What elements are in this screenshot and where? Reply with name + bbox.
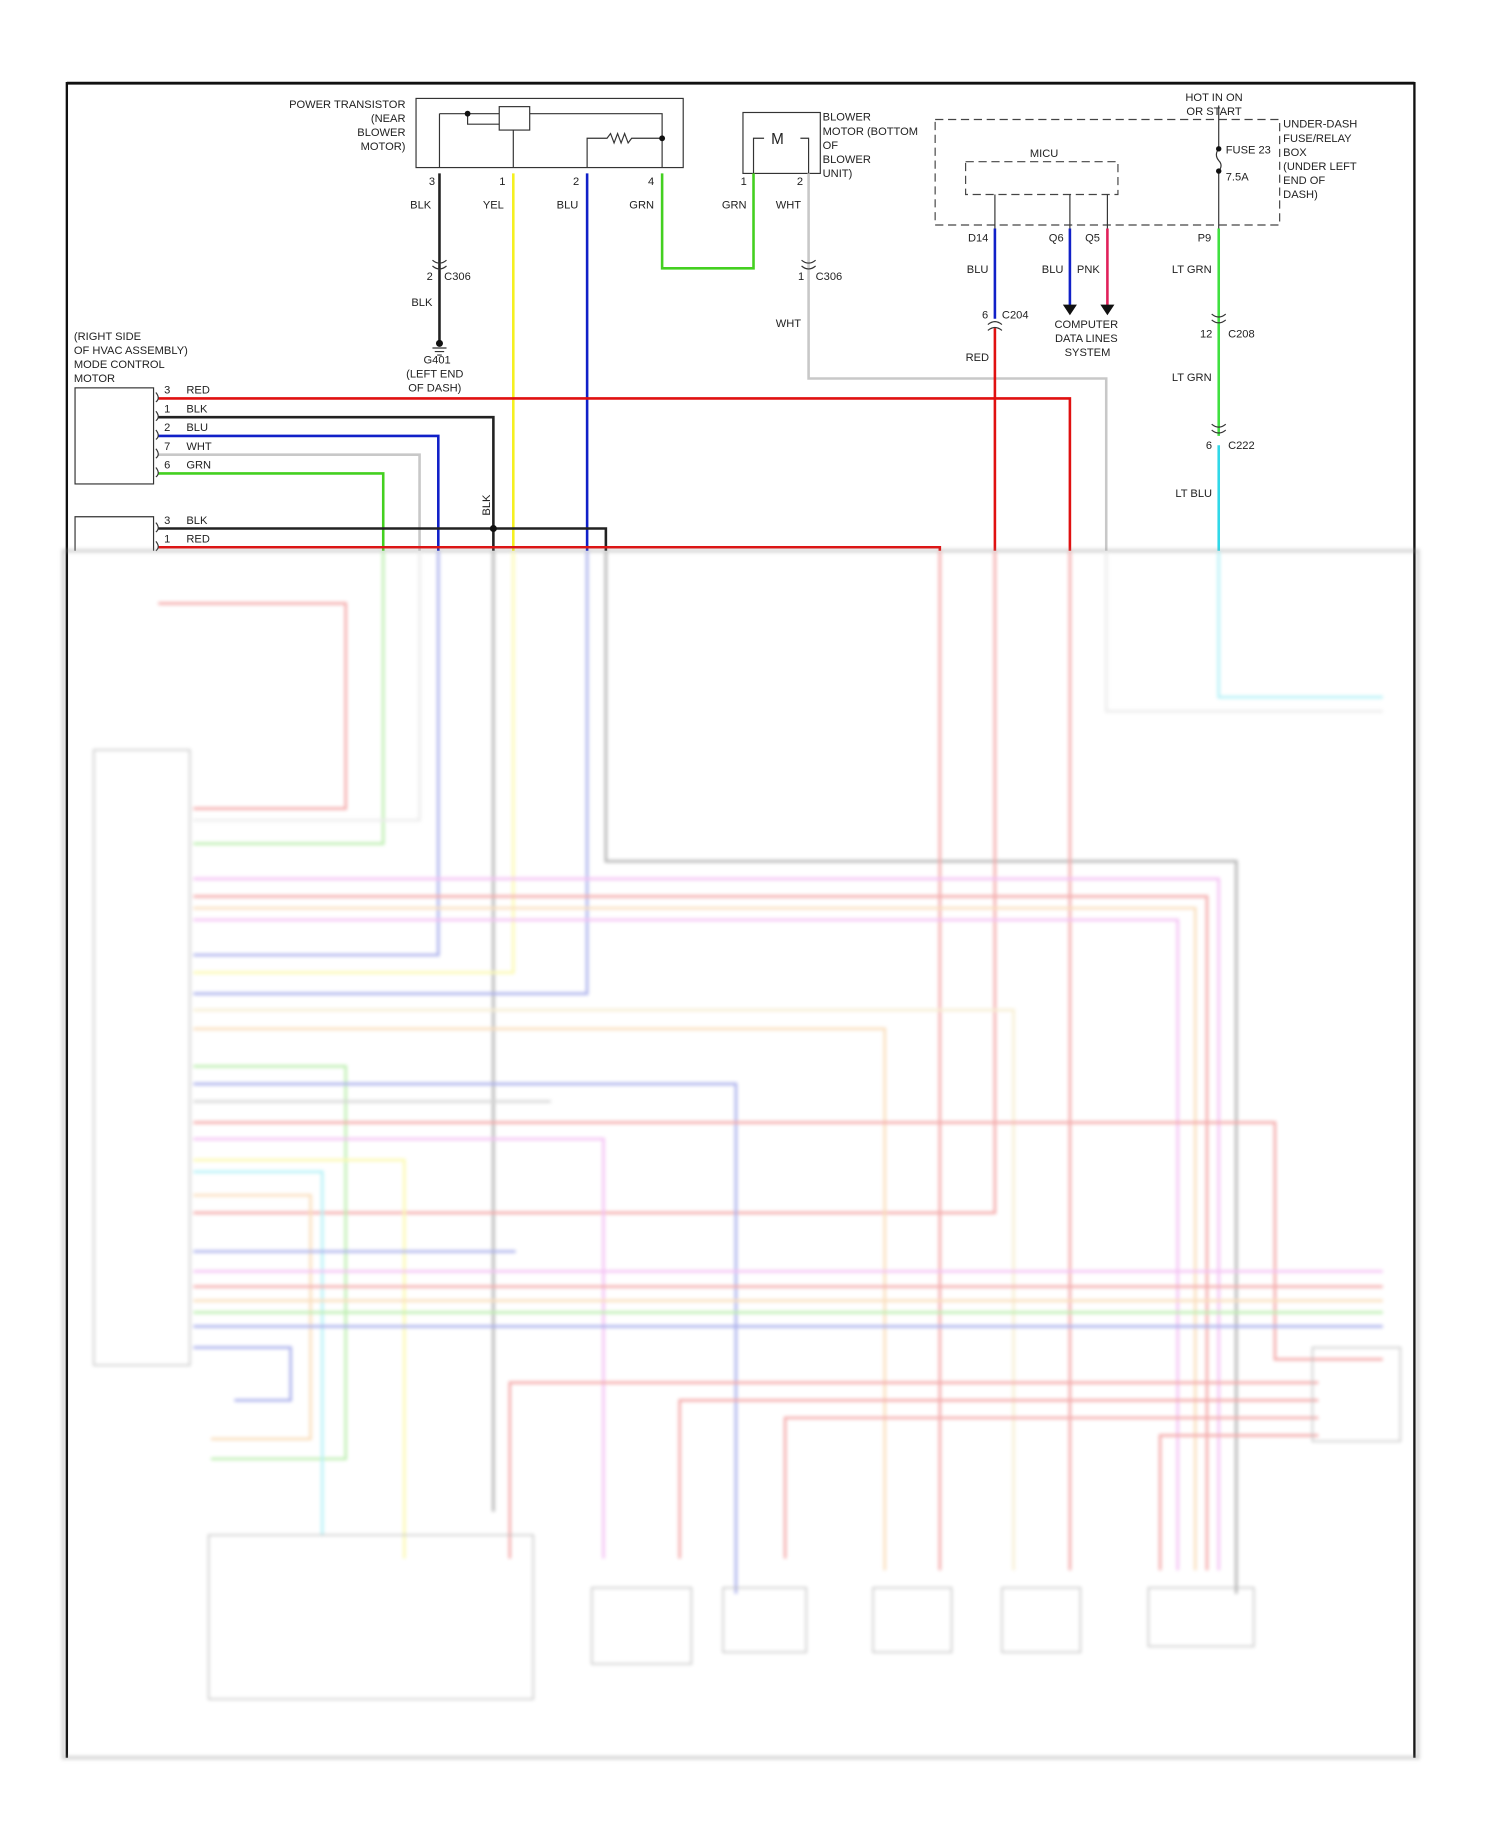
connector-c208: C208 — [1228, 328, 1255, 340]
ground-location: OF DASH) — [408, 382, 461, 394]
pin-number: 1 — [741, 176, 747, 188]
mode-motor-label: MODE CONTROL — [74, 359, 165, 371]
pin-number: P9 — [1198, 232, 1212, 244]
blower-motor-label: MOTOR (BOTTOM — [823, 126, 918, 138]
pin-number: Q6 — [1049, 232, 1064, 244]
pin-number: 3 — [164, 385, 170, 397]
pin-number: 1 — [164, 534, 170, 546]
connector-pin: 1 — [798, 271, 804, 283]
wire-label: BLU — [557, 200, 579, 212]
blower-motor-label: BLOWER — [823, 112, 871, 124]
connector-c306: C306 — [816, 271, 843, 283]
wire-label: YEL — [483, 200, 504, 212]
connector-pin: 6 — [982, 310, 988, 322]
wire-label: WHT — [186, 441, 212, 453]
wire-label: GRN — [186, 460, 211, 472]
blower-motor-label: OF — [823, 140, 839, 152]
fuse-box-label: END OF — [1283, 175, 1325, 187]
power-transistor: POWER TRANSISTOR (NEAR BLOWER MOTOR) 3 1… — [289, 97, 684, 212]
wire-label: BLU — [186, 422, 208, 434]
pin-number: 3 — [429, 176, 435, 188]
hot-label: OR START — [1186, 106, 1241, 118]
wire-label: RED — [186, 534, 210, 546]
pin-number: 1 — [164, 403, 170, 415]
connector-pin: 12 — [1200, 328, 1212, 340]
wire-label: BLK — [411, 297, 433, 309]
computer-data-lines-label: DATA LINES — [1055, 333, 1118, 345]
wire-label: RED — [186, 385, 210, 397]
blower-motor-label: UNIT) — [823, 168, 853, 180]
power-transistor-label: BLOWER — [357, 127, 405, 139]
wire-label: PNK — [1077, 264, 1100, 276]
wire-label: GRN — [629, 200, 654, 212]
fuse-icon: FUSE 23 — [1226, 145, 1271, 157]
second-motor: 3 BLK 1 RED — [74, 515, 210, 552]
pin-number: 1 — [499, 176, 505, 188]
fuse-box-label: FUSE/RELAY — [1283, 133, 1352, 145]
pin-number: Q5 — [1085, 232, 1100, 244]
wire-label: BLK — [186, 515, 208, 527]
fuse-box-label: (UNDER LEFT — [1283, 161, 1357, 173]
wire-label: BLK — [186, 403, 208, 415]
mode-motor-label: OF HVAC ASSEMBLY) — [74, 345, 188, 357]
blower-motor-label: BLOWER — [823, 154, 871, 166]
fuse-box-label: UNDER-DASH — [1283, 119, 1357, 131]
power-transistor-label: MOTOR) — [361, 141, 406, 153]
wire-label: GRN — [722, 200, 747, 212]
computer-data-lines-label: SYSTEM — [1065, 347, 1111, 359]
motor-icon: M — [771, 131, 784, 148]
pin-number: 2 — [573, 176, 579, 188]
pin-number: 7 — [164, 441, 170, 453]
mode-motor-label: MOTOR — [74, 373, 115, 385]
fuse-relay-box: MICU HOT IN ON OR START FUSE 23 7.5A UND… — [934, 92, 1357, 276]
ground-g401: G401 — [424, 354, 451, 366]
blurred-lower-section — [61, 548, 1420, 1760]
connector-c306: C306 — [444, 271, 471, 283]
ground-icon — [432, 339, 447, 356]
wire-label: BLU — [1042, 264, 1064, 276]
fuse-rating: 7.5A — [1226, 171, 1249, 183]
fuse-box-label: DASH) — [1283, 189, 1318, 201]
blower-motor: M BLOWER MOTOR (BOTTOM OF BLOWER UNIT) 1… — [722, 112, 918, 212]
connector-c222: C222 — [1228, 440, 1255, 452]
pin-number: 2 — [797, 176, 803, 188]
hot-label: HOT IN ON — [1185, 92, 1242, 104]
pin-number: D14 — [968, 232, 988, 244]
wire-label: WHT — [776, 318, 802, 330]
mode-control-motor: (RIGHT SIDE OF HVAC ASSEMBLY) MODE CONTR… — [74, 331, 212, 485]
wire-label: BLK — [410, 200, 432, 212]
wire-label: RED — [966, 352, 990, 364]
connector-c204: C204 — [1002, 310, 1029, 322]
mode-motor-label: (RIGHT SIDE — [74, 331, 141, 343]
connector-pin: 6 — [1206, 440, 1212, 452]
wire-label: WHT — [776, 200, 802, 212]
power-transistor-label: (NEAR — [371, 113, 406, 125]
wire-label: BLU — [967, 264, 989, 276]
pin-number: 2 — [164, 422, 170, 434]
connector-pin: 2 — [427, 271, 433, 283]
splice-wire-label: BLK — [481, 494, 493, 516]
wires-top: BLK — [158, 173, 1227, 551]
pin-number: 3 — [164, 515, 170, 527]
power-transistor-label: POWER TRANSISTOR — [289, 99, 405, 111]
pin-number: 4 — [648, 176, 654, 188]
pin-number: 6 — [164, 460, 170, 472]
wire-label: LT GRN — [1172, 372, 1212, 384]
ground-location: (LEFT END — [406, 368, 463, 380]
fuse-box-label: BOX — [1283, 147, 1307, 159]
wire-label: LT BLU — [1175, 488, 1212, 500]
wire-label: LT GRN — [1172, 264, 1212, 276]
micu-label: MICU — [1030, 148, 1058, 160]
computer-data-lines-label: COMPUTER — [1054, 319, 1118, 331]
